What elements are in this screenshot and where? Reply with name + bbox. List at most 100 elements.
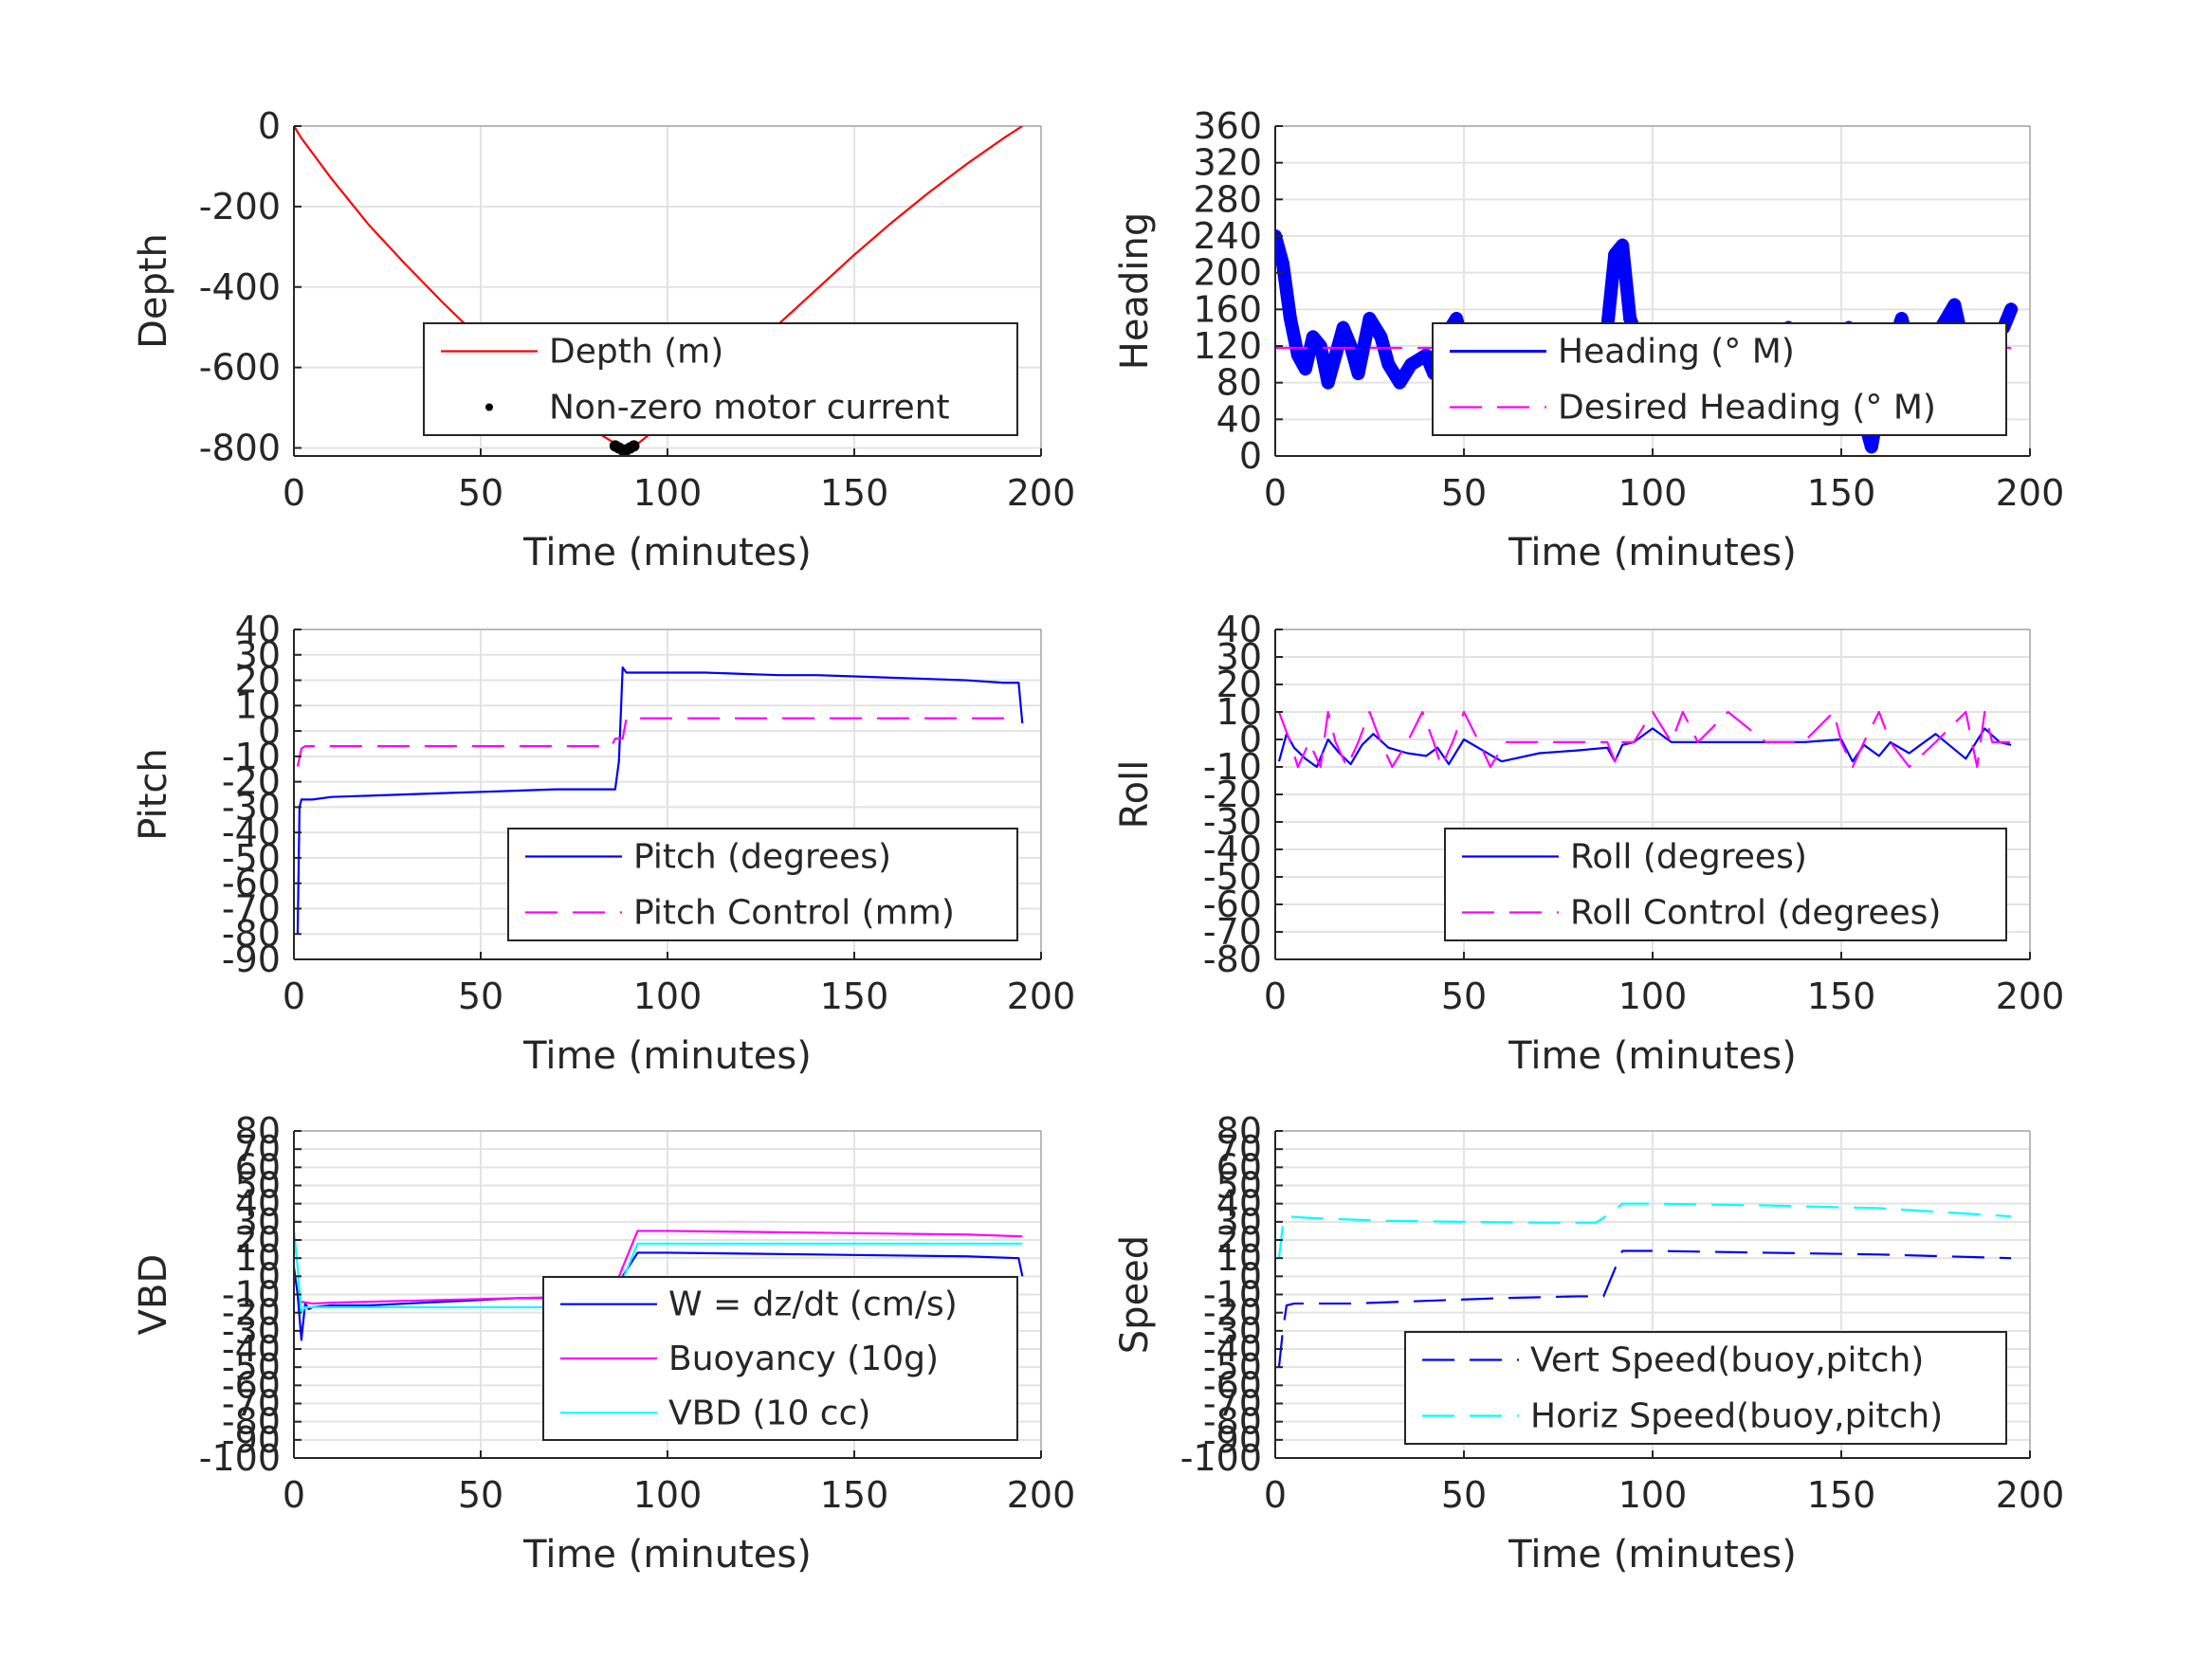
legend-label: Buoyancy (10g) [668,1340,939,1378]
y-tick-label: 0 [1239,1255,1262,1297]
x-axis-label: Time (minutes) [1508,1533,1797,1577]
data-point [1344,339,1358,353]
legend-label: Vert Speed(buoy,pitch) [1530,1341,1924,1380]
x-tick-label: 50 [1441,975,1487,1017]
data-point [1864,440,1878,454]
y-tick-label: -100 [1180,1437,1262,1479]
y-axis-label: VBD [132,1254,175,1336]
y-axis-label: Speed [1113,1235,1157,1354]
y-tick-label: 10 [235,684,281,726]
data-point [1362,312,1377,325]
data-point [1336,320,1350,335]
x-tick-label: 100 [633,975,703,1017]
y-tick-label: -400 [199,266,281,308]
y-tick-label: 30 [235,634,281,676]
legend-label: Depth (m) [549,333,723,372]
y-tick-label: -60 [1203,1364,1262,1406]
y-tick-label: -70 [222,887,281,929]
y-tick-label: -80 [1203,1401,1262,1443]
x-tick-label: 50 [1441,1474,1487,1516]
y-tick-label: -80 [222,913,281,955]
x-tick-label: 100 [1618,975,1688,1017]
y-tick-label: 70 [1216,1128,1262,1170]
legend-label: Roll (degrees) [1570,838,1807,877]
x-tick-label: 100 [633,1474,703,1516]
x-tick-label: 50 [458,1474,503,1516]
data-point [1298,362,1312,376]
y-axis-label: Depth [132,233,175,349]
x-tick-label: 0 [1264,472,1287,514]
data-point [2004,302,2019,317]
y-tick-label: 80 [1216,362,1262,404]
x-tick-label: 50 [458,975,503,1017]
x-tick-label: 100 [1618,472,1688,514]
y-tick-label: 200 [1193,252,1262,294]
legend-label: Desired Heading (° M) [1558,389,1936,428]
legend: Roll (degrees) Roll Control (degrees) [1444,828,2007,941]
y-tick-label: 40 [1216,1183,1262,1225]
y-tick-label: 0 [258,710,281,752]
legend: W = dz/dt (cm/s) Buoyancy (10g) VBD (10 cc… [542,1276,1018,1441]
data-point [628,440,640,452]
y-tick-label: -20 [1203,1292,1262,1334]
data-point [1381,357,1396,372]
legend-box [423,322,1018,436]
series-line [1277,710,2012,769]
y-tick-label: -50 [222,1346,281,1388]
y-tick-label: 30 [235,1201,281,1243]
legend-label: VBD (10 cc) [668,1394,870,1432]
y-tick-label: -30 [1203,801,1262,843]
data-point [1283,312,1297,325]
y-tick-label: 20 [235,660,281,702]
x-tick-label: 100 [633,472,703,514]
y-tick-label: 80 [1216,1110,1262,1152]
y-tick-label: -40 [1203,829,1262,870]
y-tick-label: -600 [199,347,281,389]
x-tick-label: 0 [283,975,305,1017]
x-tick-label: 150 [1807,975,1876,1017]
x-tick-label: 150 [820,975,889,1017]
x-tick-label: 0 [283,1474,305,1516]
x-tick-label: 50 [458,472,503,514]
legend-box [1444,828,2007,941]
legend-box [1432,322,2007,436]
data-point [1947,298,1962,312]
x-axis-label: Time (minutes) [1508,531,1797,574]
data-point [1404,357,1418,372]
y-tick-label: -90 [222,1419,281,1461]
chart-speed: 0 50 100 150 20080706050403020100-10-20-30-4… [1113,1110,2064,1577]
x-tick-label: 150 [820,472,889,514]
y-tick-label: -70 [1203,1383,1262,1425]
y-tick-label: -30 [222,786,281,828]
y-tick-label: -50 [222,837,281,879]
y-tick-label: 0 [258,1255,281,1297]
y-tick-label: -200 [199,186,281,228]
y-tick-label: -20 [222,1292,281,1334]
y-tick-label: -70 [1203,911,1262,953]
y-tick-label: -80 [222,1401,281,1443]
y-tick-label: 0 [1239,435,1262,477]
y-tick-label: -40 [222,1328,281,1370]
y-tick-label: 40 [1216,609,1262,650]
y-axis-label: Roll [1113,760,1157,830]
y-tick-label: -60 [222,1364,281,1406]
series-group [1277,1202,2012,1368]
legend-label: Pitch (degrees) [633,838,891,877]
y-tick-label: 80 [235,1110,281,1152]
y-tick-label: 40 [235,609,281,650]
x-tick-label: 100 [1618,1474,1688,1516]
y-tick-label: 10 [1216,691,1262,733]
y-tick-label: 50 [235,1165,281,1207]
y-tick-label: -20 [222,761,281,803]
y-axis-label: Heading [1113,212,1157,370]
x-tick-label: 0 [1264,975,1287,1017]
y-tick-label: -800 [199,428,281,469]
y-tick-label: 70 [235,1128,281,1170]
y-tick-label: 160 [1193,288,1262,330]
legend-label: Horiz Speed(buoy,pitch) [1530,1397,1943,1436]
series-group [1277,710,2012,769]
y-tick-label: 30 [1216,1201,1262,1243]
data-point [1393,375,1407,390]
x-tick-label: 200 [1007,472,1076,514]
